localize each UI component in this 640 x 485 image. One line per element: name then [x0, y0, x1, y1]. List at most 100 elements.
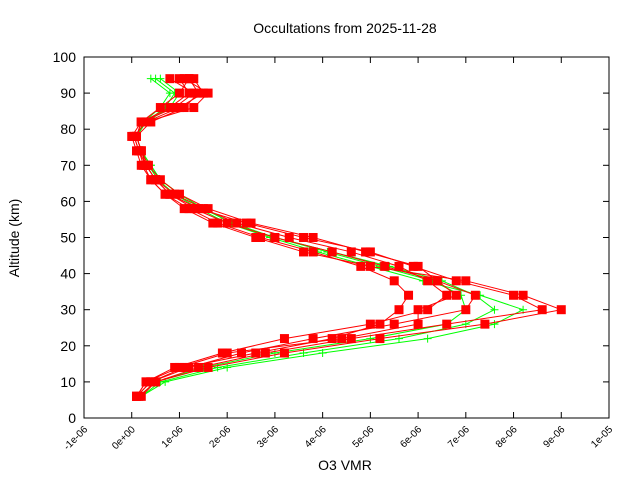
red-square-point	[404, 290, 414, 300]
red-square-point	[537, 305, 547, 315]
y-tick-label: 0	[68, 410, 76, 426]
red-square-point	[165, 189, 175, 199]
red-square-point	[480, 319, 490, 329]
red-square-point	[174, 362, 184, 372]
red-square-point	[132, 131, 141, 141]
red-square-point	[143, 160, 153, 170]
red-square-point	[251, 233, 261, 242]
red-square-point	[174, 103, 184, 113]
red-square-point	[160, 189, 170, 199]
red-square-point	[203, 362, 213, 372]
red-square-point	[461, 305, 471, 315]
red-square-point	[132, 146, 141, 156]
red-square-point	[184, 88, 194, 98]
red-square-point	[170, 189, 180, 199]
red-square-point	[389, 276, 399, 286]
red-square-point	[189, 88, 199, 98]
red-square-point	[451, 290, 461, 300]
green-plus-point	[423, 334, 432, 343]
y-tick-label: 60	[60, 193, 76, 209]
red-square-point	[423, 305, 433, 315]
y-tick-label: 10	[60, 374, 76, 390]
red-square-point	[184, 362, 194, 372]
red-square-point	[203, 204, 213, 214]
red-square-point	[308, 334, 318, 344]
green-plus-point	[490, 305, 499, 314]
red-profile-line	[131, 78, 564, 397]
red-square-point	[299, 247, 309, 257]
red-square-point	[356, 261, 366, 271]
x-tick-label: 0e+00	[110, 424, 138, 452]
red-square-point	[174, 88, 184, 98]
red-square-point	[208, 218, 218, 228]
y-tick-label: 100	[53, 49, 77, 65]
red-profile	[132, 74, 461, 401]
red-square-point	[365, 247, 375, 257]
red-square-point	[442, 319, 452, 329]
red-square-point	[189, 74, 199, 84]
y-tick-label: 40	[60, 266, 76, 282]
red-square-point	[127, 131, 137, 141]
red-square-point	[194, 204, 204, 214]
red-square-point	[470, 290, 480, 300]
y-tick-label: 50	[60, 230, 76, 246]
red-profile	[127, 74, 566, 401]
red-square-point	[365, 261, 375, 271]
red-square-point	[246, 218, 256, 228]
y-axis-label: Altitude (km)	[6, 199, 22, 278]
red-square-point	[184, 204, 194, 214]
red-square-point	[327, 334, 337, 344]
red-square-point	[413, 319, 423, 329]
red-square-point	[327, 247, 337, 257]
green-plus-point	[270, 349, 279, 358]
red-square-point	[380, 261, 390, 271]
red-square-point	[203, 88, 213, 98]
red-square-point	[432, 276, 442, 286]
red-square-point	[170, 362, 180, 372]
x-tick-label: 7e-06	[446, 424, 472, 450]
red-square-point	[279, 334, 289, 344]
x-tick-label: 4e-06	[303, 424, 329, 450]
x-tick-label: 2e-06	[207, 424, 233, 450]
red-square-point	[174, 189, 184, 199]
x-tick-label: 9e-06	[542, 424, 568, 450]
red-square-point	[179, 74, 189, 84]
x-tick-label: 3e-06	[255, 424, 281, 450]
red-square-point	[165, 103, 175, 113]
red-square-point	[556, 305, 566, 315]
x-tick-label: 8e-06	[494, 424, 520, 450]
red-square-point	[394, 305, 404, 315]
red-square-point	[151, 175, 161, 185]
x-tick-label: 6e-06	[398, 424, 424, 450]
red-square-point	[136, 160, 146, 170]
red-square-point	[141, 377, 151, 387]
red-square-point	[179, 103, 189, 113]
red-square-point	[260, 348, 270, 358]
red-square-point	[518, 290, 528, 300]
x-tick-label: 1e-06	[160, 424, 186, 450]
x-tick-label: 5e-06	[351, 424, 377, 450]
red-square-point	[174, 74, 184, 84]
red-square-point	[241, 218, 251, 228]
y-tick-label: 70	[60, 157, 76, 173]
red-square-point	[170, 103, 180, 113]
red-square-point	[461, 276, 471, 286]
red-square-point	[346, 334, 356, 344]
red-square-point	[179, 204, 189, 214]
y-tick-label: 30	[60, 302, 76, 318]
green-plus-point	[146, 74, 155, 83]
red-square-point	[194, 88, 204, 98]
red-square-point	[165, 74, 175, 84]
red-square-point	[141, 117, 151, 127]
red-square-point	[155, 175, 165, 185]
series-layer	[127, 74, 566, 401]
red-square-point	[365, 319, 375, 329]
red-square-point	[299, 233, 309, 242]
red-square-point	[146, 117, 156, 127]
red-square-point	[413, 305, 423, 315]
red-square-point	[308, 247, 318, 257]
y-tick-label: 20	[60, 338, 76, 354]
red-square-point	[213, 218, 223, 228]
red-square-point	[217, 348, 227, 358]
